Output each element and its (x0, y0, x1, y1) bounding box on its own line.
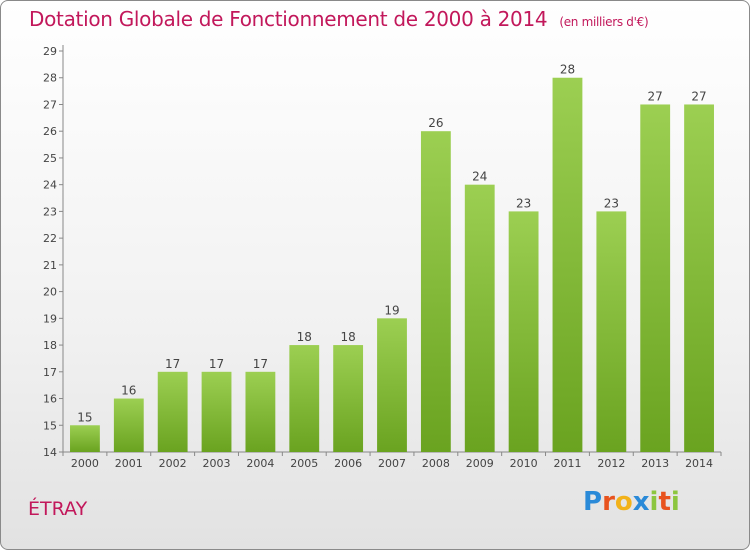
x-tick-label: 2010 (510, 457, 538, 470)
y-tick-label: 27 (43, 98, 57, 111)
bar-value-label: 18 (340, 330, 355, 344)
x-tick-label: 2003 (203, 457, 231, 470)
bar (333, 345, 364, 452)
bar-value-label: 16 (121, 384, 136, 398)
chart-title-text: Dotation Globale de Fonctionnement de 20… (29, 7, 548, 31)
bar-value-label: 27 (648, 89, 663, 103)
x-tick-label: 2009 (466, 457, 494, 470)
bar (245, 371, 276, 452)
x-tick-label: 2014 (685, 457, 713, 470)
x-tick-label: 2000 (71, 457, 99, 470)
y-tick-label: 18 (43, 339, 57, 352)
x-tick-label: 2007 (378, 457, 406, 470)
bar-value-label: 15 (77, 410, 92, 424)
y-tick-label: 14 (43, 446, 57, 459)
chart-title: Dotation Globale de Fonctionnement de 20… (29, 7, 649, 31)
bar-value-label: 17 (165, 357, 180, 371)
x-tick-label: 2013 (641, 457, 669, 470)
bar (70, 425, 100, 452)
y-tick-label: 21 (43, 259, 57, 272)
commune-name: ÉTRAY (28, 498, 88, 520)
x-tick-label: 2008 (422, 457, 450, 470)
bar (552, 77, 583, 452)
x-tick-label: 2004 (246, 457, 274, 470)
chart-subtitle: (en milliers d'€) (559, 15, 649, 29)
bar (464, 184, 495, 452)
y-tick-label: 24 (43, 179, 57, 192)
bar (157, 371, 188, 452)
bar (420, 131, 451, 452)
proxiti-logo: Proxiti (583, 487, 680, 517)
x-tick-label: 2005 (290, 457, 318, 470)
x-tick-label: 2006 (334, 457, 362, 470)
bar (201, 371, 232, 452)
bar (508, 211, 539, 452)
y-tick-label: 15 (43, 419, 57, 432)
y-tick-label: 20 (43, 286, 57, 299)
bar-value-label: 17 (209, 357, 224, 371)
bar (640, 104, 671, 452)
y-tick-label: 28 (43, 72, 57, 85)
bar (377, 318, 407, 452)
y-tick-label: 16 (43, 393, 57, 406)
x-tick-label: 2011 (553, 457, 581, 470)
bar-value-label: 23 (604, 196, 619, 210)
x-tick-label: 2002 (159, 457, 187, 470)
bar (684, 104, 714, 452)
bar-value-label: 27 (691, 89, 706, 103)
y-tick-label: 22 (43, 232, 57, 245)
y-tick-label: 19 (43, 312, 57, 325)
x-tick-label: 2001 (115, 457, 143, 470)
bar-value-label: 26 (428, 116, 443, 130)
bar-value-label: 28 (560, 63, 575, 77)
bar (596, 211, 627, 452)
bar (289, 345, 320, 452)
bar-value-label: 24 (472, 170, 487, 184)
bar-value-label: 19 (384, 303, 399, 317)
y-tick-label: 29 (43, 45, 57, 58)
x-tick-label: 2012 (597, 457, 625, 470)
bar-value-label: 23 (516, 196, 531, 210)
y-tick-label: 26 (43, 125, 57, 138)
bar (113, 398, 144, 452)
y-tick-label: 17 (43, 366, 57, 379)
y-tick-label: 23 (43, 205, 57, 218)
bar-value-label: 18 (297, 330, 312, 344)
bar-value-label: 17 (253, 357, 268, 371)
y-tick-label: 25 (43, 152, 57, 165)
